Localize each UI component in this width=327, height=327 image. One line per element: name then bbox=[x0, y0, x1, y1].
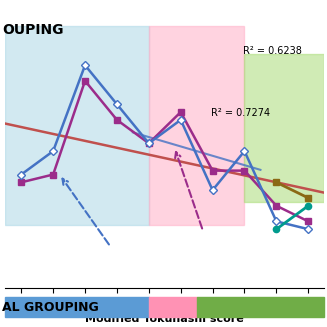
Bar bbox=[149, 26, 245, 225]
Text: AL GROUPING: AL GROUPING bbox=[2, 301, 99, 314]
Bar bbox=[197, 298, 324, 317]
Text: R² = 0.7274: R² = 0.7274 bbox=[211, 108, 270, 118]
Bar bbox=[5, 26, 149, 225]
Bar bbox=[149, 298, 197, 317]
Bar bbox=[5, 298, 149, 317]
Bar bbox=[245, 54, 324, 202]
Text: R² = 0.6238: R² = 0.6238 bbox=[243, 45, 302, 56]
Text: OUPING: OUPING bbox=[2, 23, 64, 37]
X-axis label: Modified Tokuhashi score: Modified Tokuhashi score bbox=[85, 314, 244, 324]
